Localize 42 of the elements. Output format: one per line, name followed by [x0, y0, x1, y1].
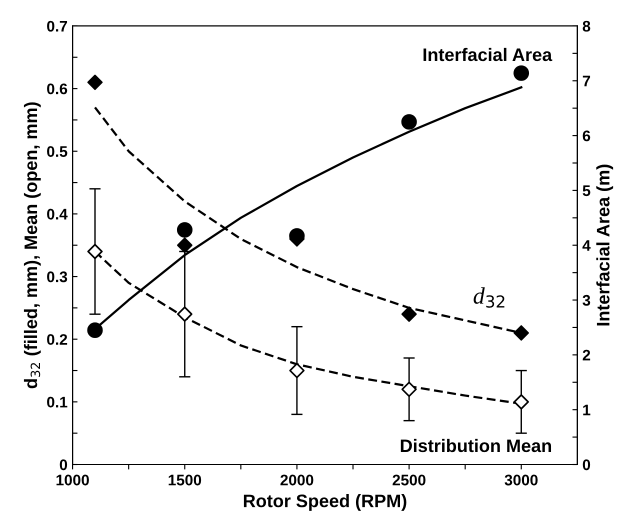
annotation: Distribution Mean: [400, 438, 552, 452]
x-tick-label: 3000: [504, 474, 538, 486]
y-tick-label: 0.2: [47, 334, 68, 345]
y2-tick-label: 8: [582, 20, 590, 32]
annotation: d$_{32}$: [474, 287, 504, 308]
point: [514, 394, 529, 410]
point: [513, 65, 530, 81]
y-tick-label: 0.3: [47, 271, 68, 282]
y-tick-label: 0.6: [47, 83, 68, 94]
point: [289, 228, 305, 244]
x-axis-title: Rotor Speed (RPM): [244, 494, 406, 511]
point: [176, 222, 193, 238]
point: [401, 114, 417, 130]
x-tick-label: 1500: [168, 474, 202, 486]
point: [87, 322, 103, 338]
y2-axis-title: Interfacial Area (m): [596, 164, 614, 326]
point: [177, 238, 192, 253]
point: [401, 382, 417, 398]
point: [514, 325, 529, 341]
y-axis-title: d$_{32}$ (filled, mm), Mean (open, mm): [24, 102, 41, 388]
y2-tick-label: 6: [582, 130, 590, 142]
y2-tick-label: 7: [582, 76, 590, 86]
y2-tick-label: 1: [583, 404, 590, 416]
point: [87, 244, 103, 260]
y2-tick-label: 5: [582, 185, 590, 196]
y-tick-label: 0.4: [47, 208, 68, 220]
point: [87, 74, 103, 90]
y-tick-label: 0: [60, 459, 68, 470]
annotation: Interfacial Area: [424, 48, 552, 62]
y2-tick-label: 2: [582, 350, 590, 360]
x-tick-label: 2000: [280, 474, 314, 486]
y2-tick-label: 3: [582, 294, 590, 306]
point: [401, 306, 417, 322]
y2-tick-label: 4: [582, 240, 591, 251]
y-tick-label: 0.1: [47, 396, 68, 408]
x-tick-label: 2500: [392, 474, 426, 486]
y-tick-label: 0.5: [47, 146, 68, 157]
point: [177, 306, 192, 322]
y2-tick-label: 0: [582, 459, 590, 470]
point: [289, 362, 305, 378]
y-tick-label: 0.7: [47, 20, 68, 32]
x-tick-label: 1000: [56, 474, 89, 486]
